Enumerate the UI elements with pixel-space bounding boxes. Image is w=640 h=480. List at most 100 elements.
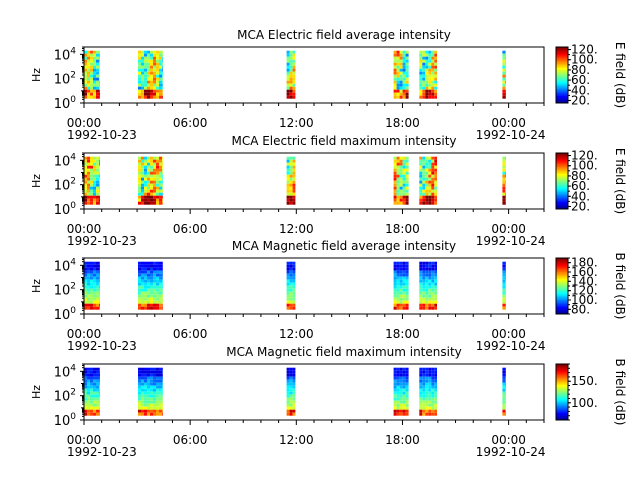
spectrogram-cell — [141, 376, 144, 380]
spectrogram-cell — [431, 306, 435, 310]
spectrogram-cell — [138, 68, 141, 72]
spectrogram-cell — [393, 195, 397, 199]
spectrogram-cell — [428, 198, 432, 202]
spectrogram-cell — [99, 261, 100, 265]
spectrogram-cell — [502, 159, 506, 163]
spectrogram-cell — [419, 80, 423, 84]
spectrogram-cell — [425, 394, 429, 398]
spectrogram-cell — [138, 71, 141, 75]
spectrogram-cell — [99, 198, 100, 202]
spectrogram-cell — [144, 92, 147, 96]
spectrogram-cell — [153, 397, 156, 401]
spectrogram-cell — [93, 89, 96, 93]
spectrogram-cell — [138, 56, 141, 60]
spectrogram-cell — [502, 367, 506, 371]
spectrogram-cell — [428, 306, 432, 310]
spectrogram-cell — [162, 282, 163, 286]
spectrogram-cell — [434, 71, 437, 75]
spectrogram-cell — [396, 92, 400, 96]
spectrogram-cell — [96, 285, 99, 289]
spectrogram-cell — [431, 391, 435, 395]
spectrogram-cell — [396, 279, 400, 283]
colorbar-segment — [556, 396, 568, 399]
spectrogram-cell — [159, 89, 162, 93]
spectrogram-cell — [159, 95, 162, 99]
spectrogram-cell — [434, 50, 437, 54]
spectrogram-cell — [292, 291, 296, 295]
spectrogram-cell — [87, 382, 90, 386]
spectrogram-cell — [402, 65, 406, 69]
spectrogram-cell — [399, 276, 403, 280]
spectrogram-cell — [422, 373, 426, 377]
spectrogram-cell — [393, 53, 397, 57]
spectrogram-cell — [90, 406, 93, 410]
spectrogram-cell — [405, 288, 409, 292]
spectrogram-cell — [434, 373, 437, 377]
spectrogram-cell — [434, 165, 437, 169]
colorbar-segment — [556, 401, 568, 404]
spectrogram-cell — [399, 403, 403, 407]
spectrogram-cell — [99, 159, 100, 163]
date-label: 1992-10-23 — [67, 128, 137, 142]
spectrogram-cell — [502, 412, 506, 416]
spectrogram-cell — [153, 189, 156, 193]
spectrogram-cell — [93, 379, 96, 383]
spectrogram-cell — [84, 385, 87, 389]
spectrogram-cell — [159, 195, 162, 199]
spectrogram-cell — [428, 65, 432, 69]
colorbar-segment — [556, 291, 568, 294]
spectrogram-cell — [159, 68, 162, 72]
spectrogram-cell — [141, 77, 144, 81]
spectrogram-cell — [159, 409, 162, 413]
spectrogram-cell — [99, 53, 100, 57]
spectrogram-cell — [289, 367, 293, 371]
spectrogram-cell — [90, 291, 93, 295]
spectrogram-cell — [399, 412, 403, 416]
spectrogram-cell — [141, 270, 144, 274]
spectrogram-cell — [292, 80, 296, 84]
colorbar-segment — [556, 392, 568, 394]
spectrogram-cell — [425, 171, 429, 175]
spectrogram-cell — [292, 412, 296, 416]
spectrogram-cell — [292, 270, 296, 274]
spectrogram-cell — [141, 192, 144, 196]
spectrogram-cell — [393, 159, 397, 163]
spectrogram-cell — [99, 267, 100, 271]
spectrogram-cell — [153, 77, 156, 81]
spectrogram-cell — [292, 400, 296, 404]
colorbar-segment — [556, 160, 568, 162]
spectrogram-cell — [428, 186, 432, 190]
y-tick-label: 100 — [54, 306, 77, 323]
colorbar-segment — [556, 168, 568, 171]
spectrogram-cell — [153, 177, 156, 181]
spectrogram-cell — [405, 282, 409, 286]
colorbar-segment — [556, 54, 568, 56]
spectrogram-cell — [144, 382, 147, 386]
spectrogram-cell — [434, 306, 437, 310]
spectrogram-cell — [431, 300, 435, 304]
spectrogram-cell — [286, 89, 290, 93]
spectrogram-cell — [505, 162, 506, 166]
spectrogram-cell — [144, 159, 147, 163]
spectrogram-cell — [162, 397, 163, 401]
spectrogram-cell — [402, 189, 406, 193]
spectrogram-cell — [431, 68, 435, 72]
spectrogram-cell — [502, 373, 506, 377]
spectrogram-cell — [502, 267, 506, 271]
spectrogram-cell — [431, 65, 435, 69]
spectrogram-cell — [425, 183, 429, 187]
spectrogram-cell — [84, 288, 87, 292]
data-interval — [502, 261, 506, 310]
spectrogram-cell — [162, 306, 163, 310]
spectrogram-cell — [396, 186, 400, 190]
spectrogram-cell — [90, 56, 93, 60]
spectrogram-cell — [96, 65, 99, 69]
colorbar-segment — [556, 58, 568, 61]
spectrogram-cell — [292, 388, 296, 392]
spectrogram-cell — [144, 367, 147, 371]
spectrogram-cell — [292, 261, 296, 265]
y-tick-label: 104 — [54, 257, 77, 274]
spectrogram-cell — [141, 279, 144, 283]
colorbar-tick-label: 80. — [571, 302, 590, 316]
spectrogram-cell — [405, 397, 409, 401]
